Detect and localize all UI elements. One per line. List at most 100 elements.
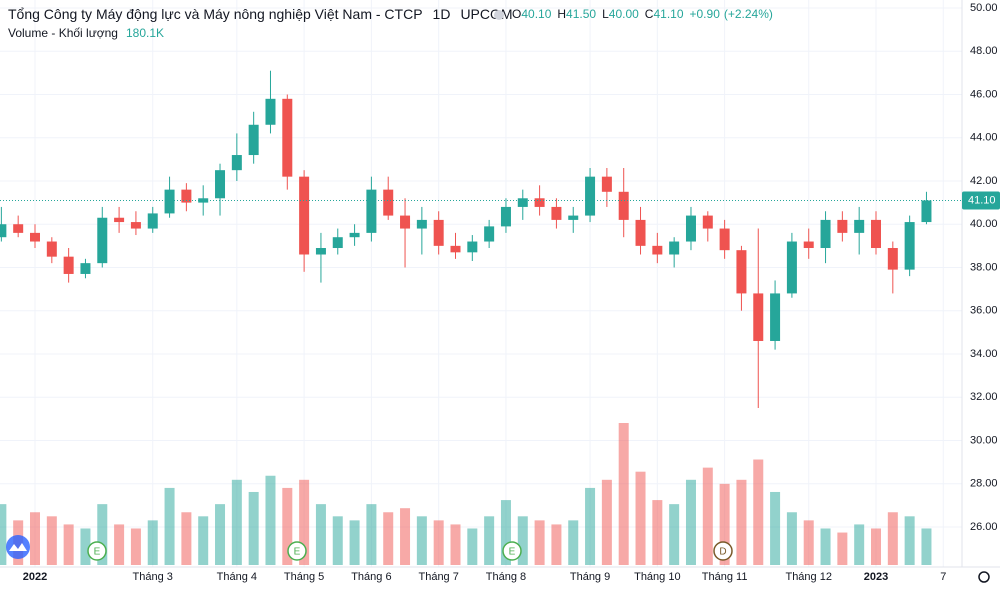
volume-bar xyxy=(299,479,310,565)
candle-body xyxy=(265,98,276,125)
event-marker xyxy=(87,541,107,561)
x-tick-label: Tháng 9 xyxy=(570,571,610,583)
ohlc-value: 40.00 xyxy=(609,7,639,21)
volume-bar xyxy=(383,512,394,565)
market-status xyxy=(494,10,504,20)
candle-body xyxy=(13,224,24,233)
candle-body xyxy=(400,215,411,229)
x-tick-label: 2023 xyxy=(864,571,888,583)
candle-body xyxy=(871,219,881,249)
y-tick-label: 38.00 xyxy=(970,261,998,273)
x-tick-label: Tháng 6 xyxy=(351,571,391,583)
interval: 1D xyxy=(433,6,451,22)
candle-body xyxy=(837,219,848,233)
candle-body xyxy=(854,219,865,233)
candle-body xyxy=(46,241,57,257)
volume-bar xyxy=(231,479,242,565)
volume-bar xyxy=(46,516,57,565)
volume-bar xyxy=(601,479,612,565)
y-tick-label: 30.00 xyxy=(970,434,998,446)
volume-bar xyxy=(871,528,881,565)
candle-body xyxy=(652,245,663,255)
logo-mark xyxy=(9,543,27,551)
candle-body xyxy=(80,263,91,274)
ohlc-key: O xyxy=(512,7,521,21)
volume-title: Volume - Khối lượng xyxy=(8,26,118,40)
title: Tổng Công ty Máy động lực và Máy nông ng… xyxy=(8,6,513,22)
logo[interactable] xyxy=(6,535,30,559)
y-tick-label: 32.00 xyxy=(970,391,998,403)
x-tick-label: 7 xyxy=(940,571,946,583)
candle-body xyxy=(921,200,932,223)
volume-bar xyxy=(130,528,141,565)
candle-body xyxy=(114,217,125,223)
symbol-name: Tổng Công ty Máy động lực và Máy nông ng… xyxy=(8,6,423,22)
y-tick-label: 36.00 xyxy=(970,305,998,317)
event-marker xyxy=(713,541,733,561)
candle-body xyxy=(534,198,545,207)
volume-bar xyxy=(770,491,781,565)
candle-body xyxy=(63,256,74,274)
candle-body xyxy=(618,191,629,220)
volume-bar xyxy=(400,508,411,565)
candle-body xyxy=(282,98,293,177)
volume-bar xyxy=(702,467,713,565)
event-label: E xyxy=(294,547,301,558)
x-tick-label: Tháng 3 xyxy=(133,571,173,583)
volume-bar xyxy=(248,491,259,565)
candle-body xyxy=(0,224,7,238)
candle-body xyxy=(585,176,596,216)
x-tick-label: Tháng 12 xyxy=(785,571,831,583)
volume-legend: Volume - Khối lượng 180.1K xyxy=(8,26,164,40)
volume-bar xyxy=(484,516,495,565)
event-marker xyxy=(287,541,307,561)
candle-body xyxy=(349,232,360,238)
y-tick-label: 44.00 xyxy=(970,132,998,144)
volume-bar xyxy=(618,423,629,565)
candle-body xyxy=(366,189,377,233)
volume-bar xyxy=(164,487,175,565)
volume-bar xyxy=(669,504,680,565)
candle-body xyxy=(299,176,310,255)
volume-bar xyxy=(450,524,461,565)
candle-body xyxy=(467,241,478,253)
volume-bar xyxy=(652,500,663,565)
candle-body xyxy=(30,232,40,242)
volume-bar xyxy=(534,520,545,565)
volume-bar xyxy=(282,487,293,565)
volume-bar xyxy=(921,528,932,565)
y-tick-label: 34.00 xyxy=(970,348,998,360)
volume-value: 180.1K xyxy=(126,26,164,40)
candle-body xyxy=(164,189,175,214)
volume-bar xyxy=(416,516,427,565)
y-tick-label: 50.00 xyxy=(970,2,998,14)
volume-bar xyxy=(433,520,444,565)
x-tick-label: Tháng 10 xyxy=(634,571,680,583)
last-price-label: 41.10 xyxy=(968,194,996,206)
candle-body xyxy=(181,189,192,203)
y-tick-label: 46.00 xyxy=(970,88,998,100)
candle-body xyxy=(601,176,612,192)
volume-bar xyxy=(568,520,579,565)
candle-body xyxy=(904,222,915,270)
candle-body xyxy=(685,215,696,242)
candle-body xyxy=(753,293,764,341)
volume-bar xyxy=(349,520,360,565)
y-tick-label: 40.00 xyxy=(970,218,998,230)
candle-body xyxy=(433,219,444,246)
change: +0.90 xyxy=(690,7,721,21)
settings[interactable] xyxy=(978,571,990,583)
candle-body xyxy=(551,206,562,220)
volume-bar xyxy=(854,524,865,565)
event-label: E xyxy=(509,547,516,558)
exchange: UPCOM xyxy=(460,6,512,22)
ohlc-value: 40.10 xyxy=(521,7,551,21)
candle-body xyxy=(500,206,511,227)
candle-body xyxy=(484,226,495,242)
x-tick-label: Tháng 11 xyxy=(702,571,748,583)
volume-bar xyxy=(181,512,192,565)
ohlc-value: 41.50 xyxy=(566,7,596,21)
